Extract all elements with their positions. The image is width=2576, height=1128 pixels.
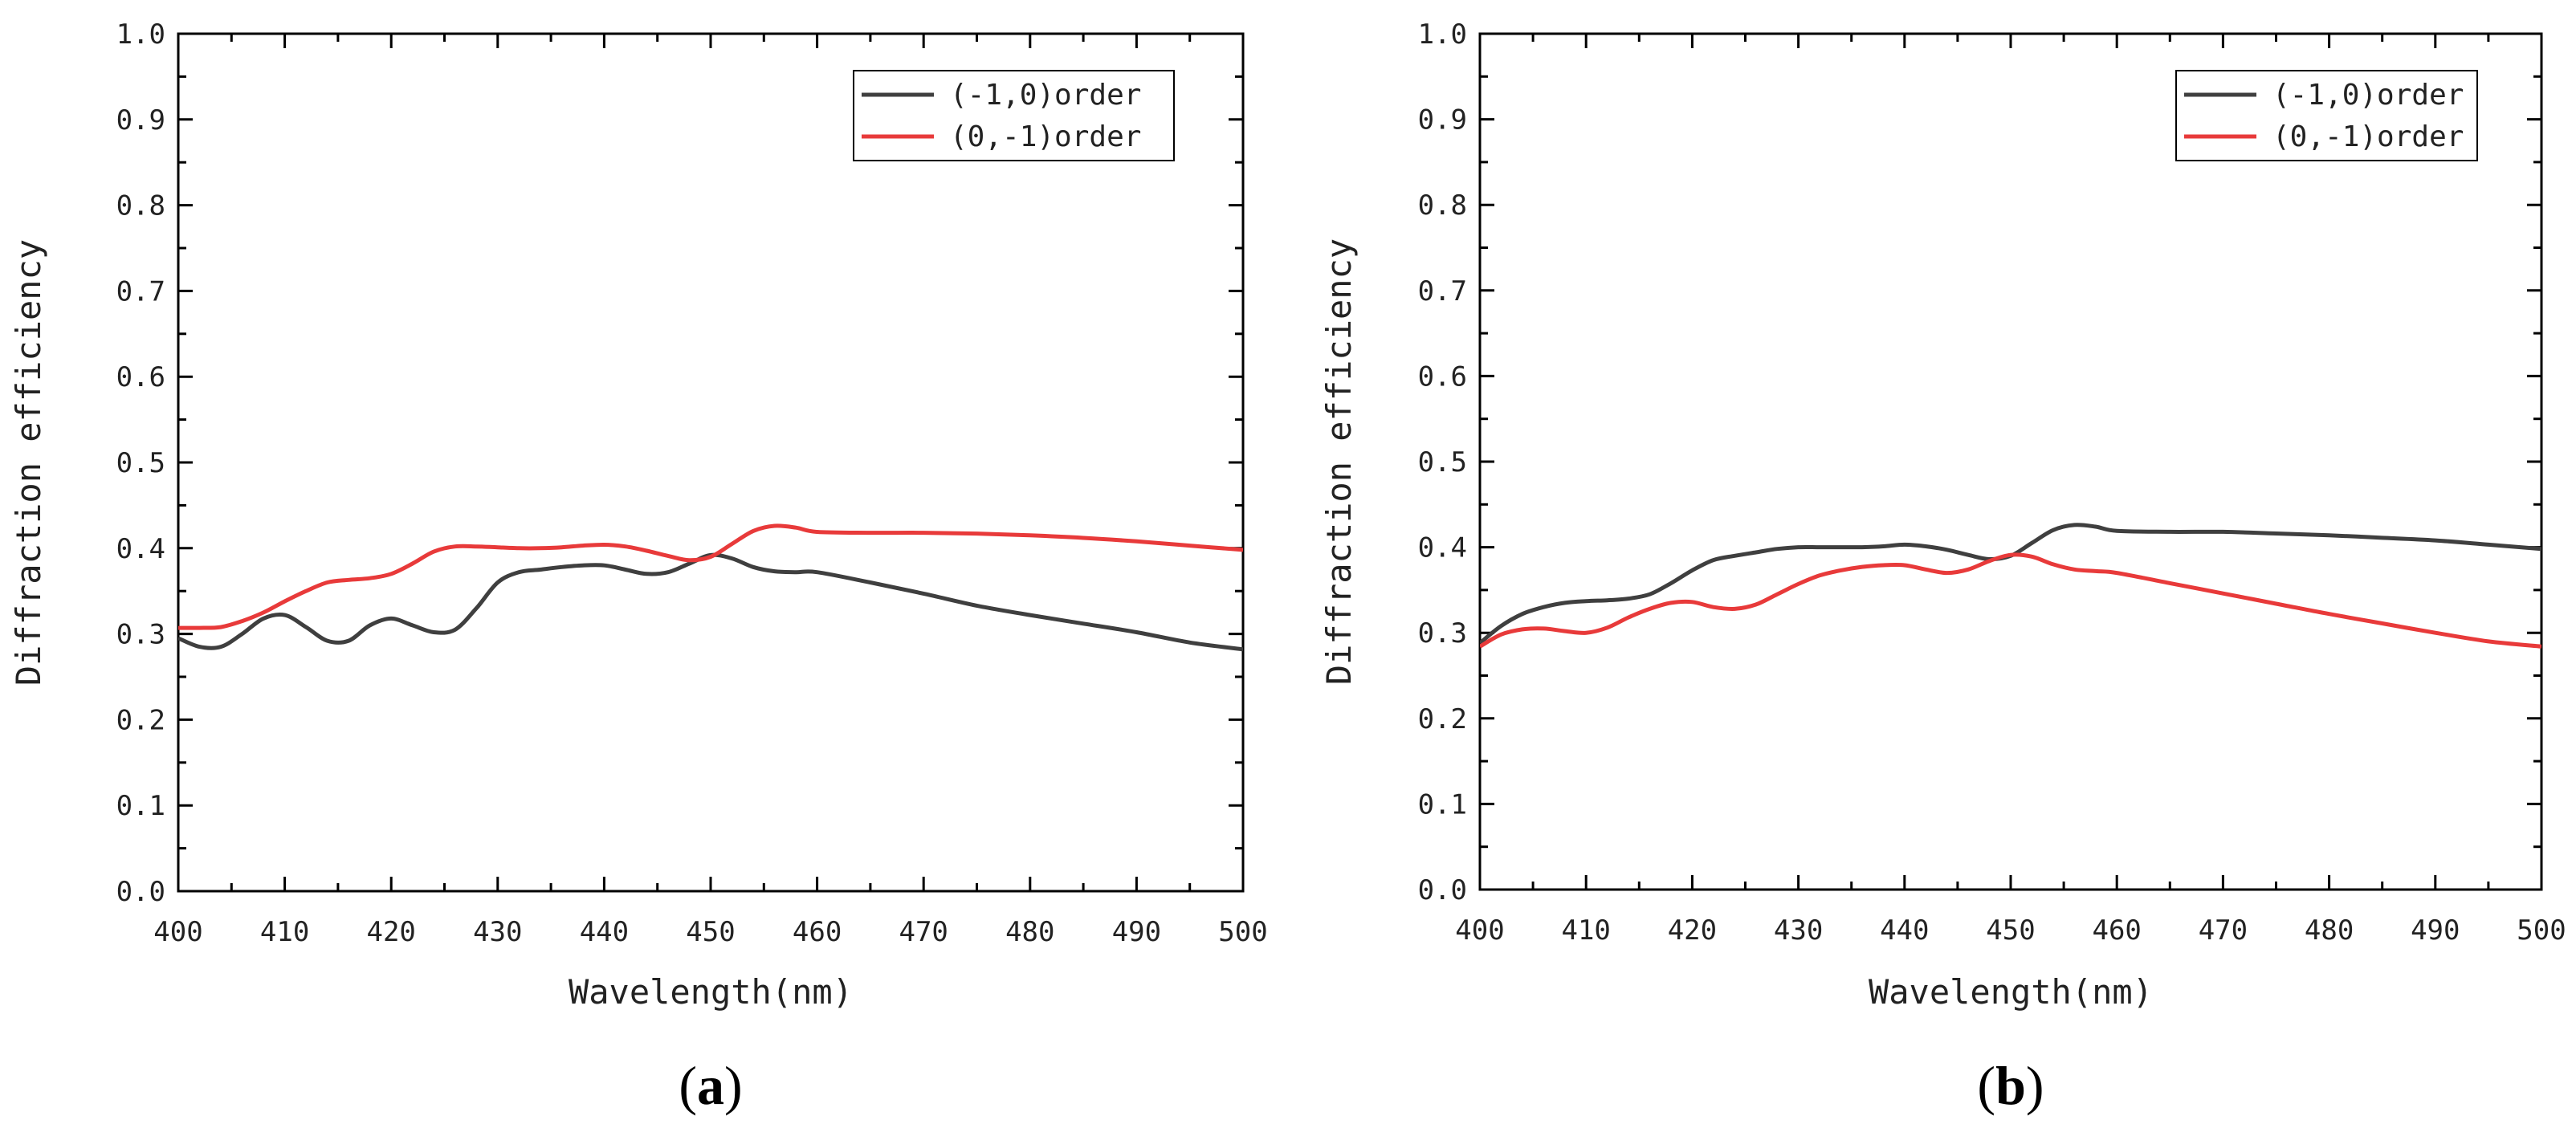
x-tick-label: 430 [473, 916, 522, 948]
x-tick-label: 470 [899, 916, 948, 948]
series-line-1 [178, 523, 1243, 630]
y-tick-label: 0.6 [116, 361, 165, 393]
y-axis-label: Diffraction efficiency [1319, 238, 1359, 685]
x-tick-label: 450 [686, 916, 735, 948]
y-tick-label: 0.5 [116, 447, 165, 479]
y-tick-label: 0.3 [116, 619, 165, 651]
x-tick-label: 460 [793, 916, 842, 948]
y-tick-label: 0.4 [116, 533, 165, 565]
x-tick-label: 420 [366, 916, 415, 948]
x-tick-label: 480 [1005, 916, 1054, 948]
x-tick-label: 400 [153, 916, 202, 948]
series-line-0 [1480, 523, 2541, 645]
x-axis-label: Wavelength(nm) [1869, 972, 2153, 1012]
y-axis-label: Diffraction efficiency [9, 239, 48, 686]
legend-box [853, 70, 1175, 161]
legend: (-1,0)order (0,-1)order [2175, 70, 2478, 161]
legend-entry-0: (-1,0)order [2272, 79, 2464, 112]
panel-label: (a) [679, 1055, 742, 1116]
x-tick-label: 490 [2411, 914, 2460, 947]
panel-label: (b) [1977, 1055, 2044, 1116]
y-tick-label: 1.0 [116, 18, 165, 51]
series-line-1 [1480, 552, 2541, 649]
y-tick-label: 0.8 [1418, 189, 1467, 222]
x-tick-label: 490 [1112, 916, 1161, 948]
legend-entry-0: (-1,0)order [950, 79, 1141, 112]
y-tick-label: 0.9 [1418, 104, 1467, 136]
y-tick-label: 0.1 [1418, 788, 1467, 821]
y-tick-label: 0.6 [1418, 360, 1467, 393]
x-tick-label: 400 [1455, 914, 1504, 947]
legend-entry-1: (0,-1)order [950, 120, 1141, 153]
y-tick-label: 1.0 [1418, 18, 1467, 51]
x-tick-label: 500 [2517, 914, 2566, 947]
x-tick-label: 470 [2199, 914, 2248, 947]
y-tick-label: 0.0 [1418, 874, 1467, 906]
plot-frame [177, 32, 1245, 893]
x-tick-label: 410 [1561, 914, 1610, 947]
legend-entry-1: (0,-1)order [2272, 120, 2464, 153]
y-tick-label: 0.2 [1418, 703, 1467, 735]
y-tick-label: 0.2 [116, 704, 165, 736]
legend-box [2175, 70, 2478, 161]
x-tick-label: 480 [2305, 914, 2354, 947]
y-tick-label: 0.3 [1418, 617, 1467, 650]
chart-panel-a: 400 410 420 430 440 450 460 470 480 490 500 0.0 0.1 0… [9, 18, 1268, 1116]
x-tick-label: 450 [1986, 914, 2035, 947]
x-tick-label: 440 [580, 916, 629, 948]
y-tick-label: 0.0 [116, 876, 165, 908]
chart-panel-b: 400 410 420 430 440 450 460 470 480 490 500 0.0 0.1 0… [1319, 18, 2566, 1116]
plot-frame [1478, 32, 2543, 891]
y-tick-label: 0.4 [1418, 532, 1467, 564]
y-tick-label: 0.7 [1418, 275, 1467, 307]
legend: (-1,0)order (0,-1)order [853, 70, 1175, 161]
x-tick-label: 420 [1668, 914, 1717, 947]
y-tick-label: 0.1 [116, 790, 165, 822]
x-tick-label: 460 [2092, 914, 2141, 947]
y-tick-label: 0.9 [116, 104, 165, 136]
x-axis-label: Wavelength(nm) [569, 972, 853, 1012]
y-tick-label: 0.5 [1418, 446, 1467, 478]
y-tick-label: 0.8 [116, 190, 165, 222]
series-line-0 [178, 552, 1243, 652]
x-tick-label: 500 [1218, 916, 1267, 948]
x-tick-label: 410 [260, 916, 309, 948]
x-tick-label: 430 [1774, 914, 1823, 947]
x-tick-label: 440 [1880, 914, 1929, 947]
y-tick-label: 0.7 [116, 275, 165, 307]
